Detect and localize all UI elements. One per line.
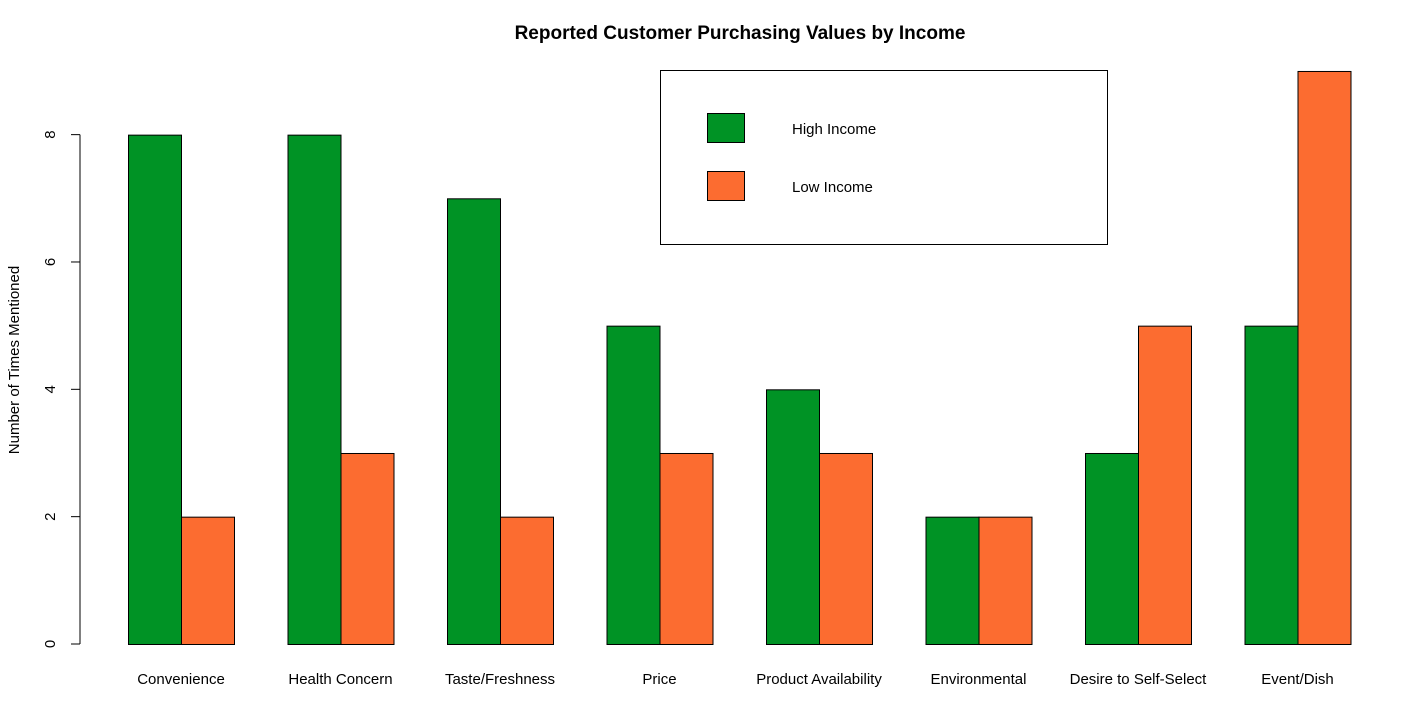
legend-label: Low Income bbox=[792, 179, 873, 196]
x-category-label: Health Concern bbox=[288, 671, 392, 688]
legend-swatch bbox=[707, 113, 745, 143]
x-category-label: Environmental bbox=[931, 671, 1027, 688]
bar-high-income bbox=[128, 134, 182, 645]
bar-high-income bbox=[447, 198, 501, 645]
legend-swatch bbox=[707, 171, 745, 201]
legend-box bbox=[660, 70, 1108, 245]
bar-high-income bbox=[1244, 325, 1299, 645]
bar-low-income bbox=[181, 516, 235, 645]
x-category-label: Product Availability bbox=[756, 671, 882, 688]
y-tick-label: 6 bbox=[42, 258, 59, 266]
x-category-label: Convenience bbox=[137, 671, 225, 688]
x-category-label: Event/Dish bbox=[1261, 671, 1334, 688]
bar-low-income bbox=[1138, 325, 1192, 645]
y-tick-label: 0 bbox=[42, 640, 59, 648]
bar-high-income bbox=[1085, 452, 1139, 645]
bar-low-income bbox=[978, 516, 1033, 645]
bars-group bbox=[128, 70, 1352, 646]
y-axis-label: Number of Times Mentioned bbox=[6, 266, 23, 454]
bar-high-income bbox=[766, 389, 820, 645]
x-axis-labels: Convenience Health Concern Taste/Freshness… bbox=[137, 671, 1334, 688]
x-category-label: Price bbox=[642, 671, 676, 688]
x-category-label: Desire to Self-Select bbox=[1070, 671, 1208, 688]
y-tick-label: 8 bbox=[42, 130, 59, 138]
legend: High Income Low Income bbox=[660, 70, 1108, 245]
bar-low-income bbox=[819, 452, 873, 645]
x-category-label: Taste/Freshness bbox=[445, 671, 555, 688]
bar-low-income bbox=[500, 516, 554, 645]
y-tick-label: 4 bbox=[42, 385, 59, 393]
y-axis: 0 2 4 6 8 bbox=[42, 130, 81, 648]
chart-title: Reported Customer Purchasing Values by I… bbox=[515, 23, 966, 44]
bar-high-income bbox=[287, 134, 342, 645]
bar-low-income bbox=[1297, 70, 1352, 646]
bar-low-income bbox=[659, 452, 714, 645]
legend-label: High Income bbox=[792, 121, 876, 138]
y-tick-label: 2 bbox=[42, 512, 59, 520]
bar-low-income bbox=[340, 452, 395, 645]
bar-high-income bbox=[606, 325, 661, 645]
bar-high-income bbox=[925, 516, 980, 645]
